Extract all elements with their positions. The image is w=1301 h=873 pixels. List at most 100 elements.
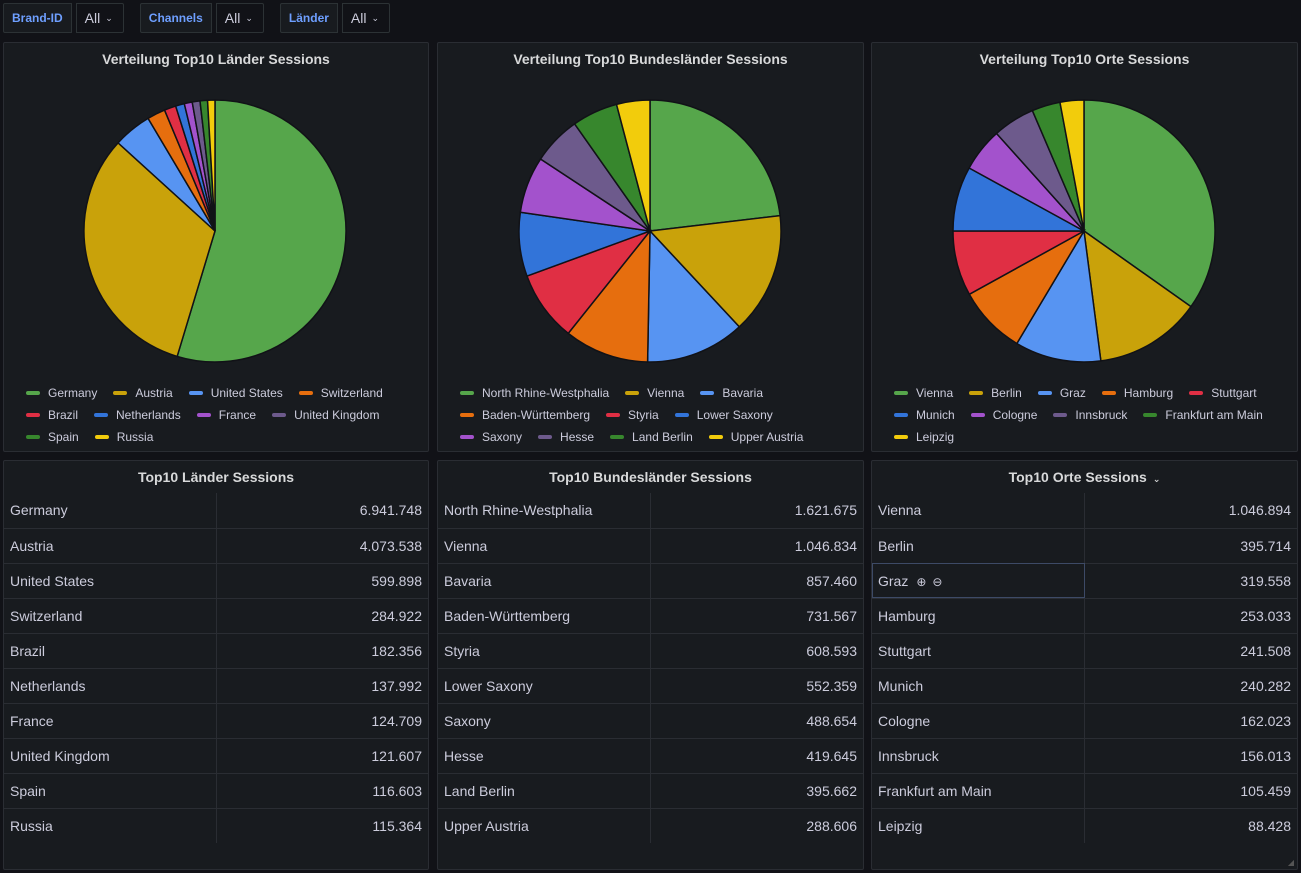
pie-slice-germany[interactable] [176, 99, 347, 363]
channels-select[interactable]: All ⌄ [215, 3, 264, 33]
legend-item[interactable]: Berlin [969, 382, 1022, 404]
table-cell-name[interactable]: Vienna [438, 528, 651, 563]
legend-item[interactable]: Brazil [26, 404, 78, 426]
pie-slice-berlin[interactable] [1083, 229, 1193, 362]
table-row: France 124.709 [4, 703, 428, 738]
pie-slice-bavaria[interactable] [646, 229, 741, 363]
legend-item[interactable]: Munich [894, 404, 955, 426]
legend-item[interactable]: Land Berlin [610, 426, 693, 448]
legend-item[interactable]: North Rhine-Westphalia [460, 382, 609, 404]
table-cell-name[interactable]: Graz ⊕⊖ [872, 563, 1085, 598]
table-cell-name[interactable]: Leipzig [872, 808, 1085, 843]
table-cell-value: 419.645 [806, 747, 857, 764]
legend-label: Netherlands [116, 408, 181, 422]
table-cell-name[interactable]: Cologne [872, 703, 1085, 738]
legend-item[interactable]: Spain [26, 426, 79, 448]
table-cell-name[interactable]: Spain [4, 773, 217, 808]
legend-item[interactable]: Germany [26, 382, 97, 404]
table-cell-name[interactable]: Munich [872, 668, 1085, 703]
laender-select[interactable]: All ⌄ [341, 3, 391, 33]
table-cell-name[interactable]: Brazil [4, 633, 217, 668]
legend-item[interactable]: United Kingdom [272, 404, 379, 426]
zoom-in-icon[interactable]: ⊕ [916, 574, 933, 589]
resize-handle-icon[interactable]: ◢ [1287, 858, 1294, 867]
table-cell-name[interactable]: Styria [438, 633, 651, 668]
cell-text: Graz [878, 572, 909, 589]
table-cell-name[interactable]: Netherlands [4, 668, 217, 703]
panel-title[interactable]: Verteilung Top10 Bundesländer Sessions [513, 51, 788, 67]
legend-item[interactable]: Leipzig [894, 426, 954, 448]
table-cell-name[interactable]: United States [4, 563, 217, 598]
select-value: All [84, 10, 101, 26]
table-cell-name[interactable]: Land Berlin [438, 773, 651, 808]
table-cell-value: 284.922 [371, 607, 422, 624]
panel-title[interactable]: Top10 Länder Sessions [137, 469, 295, 485]
pie-chart[interactable] [872, 75, 1298, 375]
table-cell-value: 4.073.538 [359, 537, 422, 554]
legend-item[interactable]: Styria [606, 404, 659, 426]
pie-slice-graz[interactable] [1015, 228, 1102, 363]
legend-swatch-icon [674, 413, 689, 417]
legend-item[interactable]: Hesse [538, 426, 594, 448]
table-cell-name[interactable]: Hamburg [872, 598, 1085, 633]
pie-slice-leipzig[interactable] [1059, 99, 1085, 232]
legend-item[interactable]: Bavaria [700, 382, 763, 404]
legend-swatch-icon [1037, 391, 1052, 395]
table-cell-name[interactable]: France [4, 703, 217, 738]
legend-item[interactable]: Cologne [970, 404, 1037, 426]
table-cell-name[interactable]: Bavaria [438, 563, 651, 598]
table-cell-name[interactable]: North Rhine-Westphalia [438, 493, 651, 528]
legend-item[interactable]: Baden-Württemberg [460, 404, 590, 426]
table-cell-name[interactable]: Stuttgart [872, 633, 1085, 668]
legend-item[interactable]: Vienna [625, 382, 684, 404]
table-cell-name[interactable]: Baden-Württemberg [438, 598, 651, 633]
table-cell-name[interactable]: Saxony [438, 703, 651, 738]
pie-slice-north-rhine-westphalia[interactable] [649, 99, 781, 232]
zoom-out-icon[interactable]: ⊖ [932, 574, 949, 589]
brand-id-select[interactable]: All ⌄ [75, 3, 124, 33]
legend-item[interactable]: Netherlands [94, 404, 181, 426]
table-cell-name[interactable]: Berlin [872, 528, 1085, 563]
legend-item[interactable]: Austria [113, 382, 173, 404]
table-cell-name[interactable]: Hesse [438, 738, 651, 773]
legend-item[interactable]: Switzerland [298, 382, 383, 404]
pie-chart[interactable] [4, 75, 429, 375]
legend-item[interactable]: Hamburg [1101, 382, 1173, 404]
table-cell-name[interactable]: Lower Saxony [438, 668, 651, 703]
table-cell-name[interactable]: Innsbruck [872, 738, 1085, 773]
table-cell-name[interactable]: Vienna [872, 493, 1085, 528]
pie-slice-vienna[interactable] [1083, 99, 1216, 308]
table-row: Frankfurt am Main 105.459 [872, 773, 1297, 808]
legend-item[interactable]: United States [188, 382, 283, 404]
panel-title[interactable]: Verteilung Top10 Länder Sessions [102, 51, 330, 67]
legend-item[interactable]: France [196, 404, 256, 426]
pie-slice-upper-austria[interactable] [615, 99, 651, 232]
legend-item[interactable]: Lower Saxony [674, 404, 773, 426]
legend-item[interactable]: Vienna [894, 382, 953, 404]
table-cell-name[interactable]: Germany [4, 493, 217, 528]
table-cell-name[interactable]: United Kingdom [4, 738, 217, 773]
legend-item[interactable]: Saxony [460, 426, 522, 448]
legend-item[interactable]: Frankfurt am Main [1143, 404, 1263, 426]
table-cell-name[interactable]: Austria [4, 528, 217, 563]
table-cell-name[interactable]: Frankfurt am Main [872, 773, 1085, 808]
legend-item[interactable]: Graz [1037, 382, 1086, 404]
legend-item[interactable]: Russia [94, 426, 153, 448]
panel-title[interactable]: Top10 Bundesländer Sessions [549, 469, 752, 485]
table-cell-name[interactable]: Upper Austria [438, 808, 651, 843]
legend-item[interactable]: Innsbruck [1053, 404, 1127, 426]
pie-slice-russia[interactable] [206, 99, 216, 232]
pie-slice-austria[interactable] [83, 141, 216, 358]
legend-item[interactable]: Stuttgart [1189, 382, 1257, 404]
chevron-down-icon[interactable]: ⌄ [1152, 474, 1161, 484]
table-cell-name[interactable]: Russia [4, 808, 217, 843]
table-cell-name[interactable]: Switzerland [4, 598, 217, 633]
pie-chart[interactable] [438, 75, 864, 375]
pie-legend: Germany Austria United States Switzerland Br… [26, 382, 420, 448]
pie-slice-baden-württemberg[interactable] [567, 228, 651, 363]
panel-title[interactable]: Top10 Orte Sessions ⌄ [872, 461, 1297, 493]
cell-text: Cologne [878, 712, 931, 729]
panel-title[interactable]: Verteilung Top10 Orte Sessions [979, 51, 1190, 67]
legend-item[interactable]: Upper Austria [708, 426, 803, 448]
pie-slice-vienna[interactable] [648, 214, 782, 328]
